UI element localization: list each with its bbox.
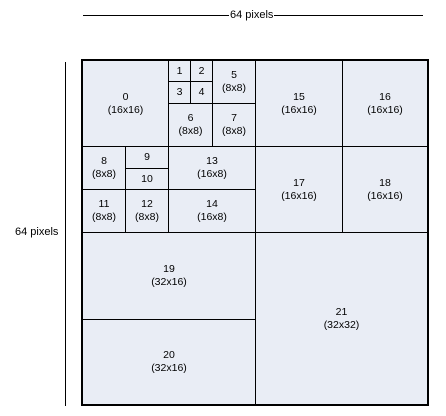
left-dimension-line — [65, 62, 66, 406]
block-2: 2 — [190, 60, 213, 82]
block-16: 16 (16x16) — [342, 60, 428, 147]
block-8: 8 (8x8) — [82, 146, 126, 190]
top-dimension-label: 64 pixels — [229, 9, 275, 21]
block-3: 3 — [168, 81, 191, 104]
block-13: 13 (16x8) — [168, 146, 256, 190]
block-6: 6 (8x8) — [168, 103, 213, 147]
block-12: 12 (8x8) — [125, 189, 169, 233]
block-10: 10 — [125, 168, 169, 190]
block-18: 18 (16x16) — [342, 146, 428, 233]
block-9: 9 — [125, 146, 169, 169]
block-17: 17 (16x16) — [255, 146, 343, 233]
block-14: 14 (16x8) — [168, 189, 256, 233]
block-1: 1 — [168, 60, 191, 82]
block-15: 15 (16x16) — [255, 60, 343, 147]
block-0: 0 (16x16) — [82, 60, 169, 147]
block-20: 20 (32x16) — [82, 319, 256, 405]
block-5: 5 (8x8) — [212, 60, 256, 104]
block-7: 7 (8x8) — [212, 103, 256, 147]
macroblock-grid: 0 (16x16) 1 2 3 4 5 (8x8) 6 (8x8) 7 (8x8) 8(… — [81, 59, 429, 406]
block-4: 4 — [190, 81, 213, 104]
block-19: 19 (32x16) — [82, 232, 256, 320]
block-11: 11 (8x8) — [82, 189, 126, 233]
block-21: 21 (32x32) — [255, 232, 428, 405]
left-dimension-label: 64 pixels — [14, 226, 60, 238]
